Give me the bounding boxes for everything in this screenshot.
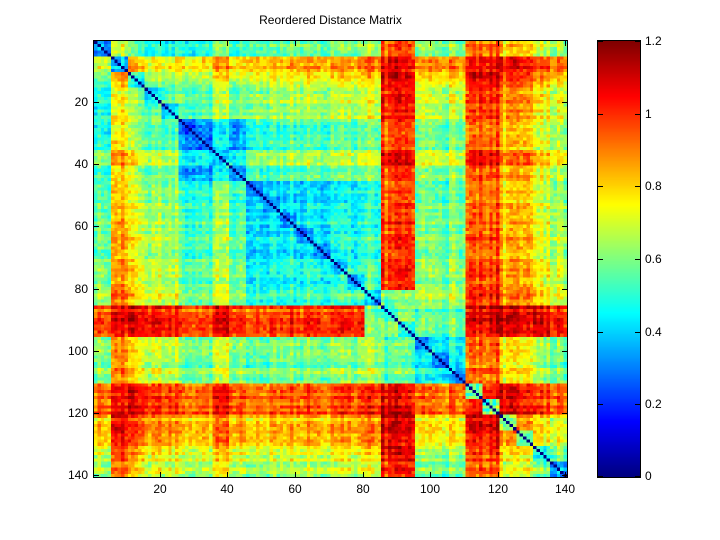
colorbar-tick-label: 1.2: [645, 34, 662, 48]
y-tick-right: [562, 413, 567, 414]
colorbar-tick-left: [598, 404, 603, 405]
colorbar-tick-label: 0: [645, 469, 652, 483]
x-tick-bottom: [565, 472, 566, 477]
x-tick-bottom: [295, 472, 296, 477]
y-tick-label: 140: [67, 468, 88, 482]
colorbar-tick-right: [635, 332, 640, 333]
colorbar-tick-left: [598, 41, 603, 42]
y-tick-label: 20: [74, 95, 88, 109]
x-tick-label: 120: [487, 482, 509, 496]
chart-title: Reordered Distance Matrix: [259, 13, 402, 27]
y-tick-right: [562, 351, 567, 352]
colorbar-tick-right: [635, 259, 640, 260]
colorbar-tick-left: [598, 259, 603, 260]
x-tick-bottom: [227, 472, 228, 477]
y-tick-left: [94, 475, 99, 476]
colorbar-tick-left: [598, 476, 603, 477]
y-tick-left: [94, 102, 99, 103]
x-tick-bottom: [430, 472, 431, 477]
y-tick-label: 80: [74, 282, 88, 296]
y-tick-left: [94, 351, 99, 352]
x-tick-bottom: [363, 472, 364, 477]
colorbar-tick-label: 0.4: [645, 325, 662, 339]
colorbar-tick-left: [598, 186, 603, 187]
y-tick-right: [562, 164, 567, 165]
colorbar-tick-right: [635, 186, 640, 187]
x-tick-bottom: [498, 472, 499, 477]
y-tick-left: [94, 289, 99, 290]
x-tick-label: 40: [220, 482, 234, 496]
heatmap-plot-area: [93, 40, 568, 478]
y-tick-left: [94, 413, 99, 414]
colorbar-tick-label: 0.6: [645, 252, 662, 266]
y-tick-right: [562, 102, 567, 103]
colorbar-tick-label: 1: [645, 107, 652, 121]
colorbar-gradient: [598, 41, 640, 477]
colorbar-tick-left: [598, 114, 603, 115]
colorbar-tick-left: [598, 332, 603, 333]
x-tick-top: [363, 41, 364, 46]
y-tick-right: [562, 289, 567, 290]
colorbar-tick-right: [635, 476, 640, 477]
colorbar-tick-right: [635, 404, 640, 405]
colorbar: [597, 40, 641, 478]
x-tick-top: [160, 41, 161, 46]
colorbar-tick-label: 0.2: [645, 397, 662, 411]
y-tick-right: [562, 475, 567, 476]
x-tick-top: [498, 41, 499, 46]
heatmap-image: [94, 41, 567, 477]
x-tick-label: 60: [288, 482, 302, 496]
x-tick-top: [430, 41, 431, 46]
x-tick-label: 140: [554, 482, 576, 496]
x-tick-label: 100: [419, 482, 441, 496]
y-tick-right: [562, 226, 567, 227]
x-tick-top: [565, 41, 566, 46]
colorbar-tick-right: [635, 114, 640, 115]
x-tick-top: [227, 41, 228, 46]
y-tick-label: 100: [67, 344, 88, 358]
colorbar-tick-label: 0.8: [645, 179, 662, 193]
colorbar-tick-right: [635, 41, 640, 42]
y-tick-left: [94, 226, 99, 227]
y-tick-left: [94, 164, 99, 165]
y-tick-label: 120: [67, 406, 88, 420]
x-tick-label: 80: [356, 482, 370, 496]
y-tick-label: 40: [74, 157, 88, 171]
x-tick-top: [295, 41, 296, 46]
y-tick-label: 60: [74, 219, 88, 233]
x-tick-bottom: [160, 472, 161, 477]
x-tick-label: 20: [153, 482, 167, 496]
